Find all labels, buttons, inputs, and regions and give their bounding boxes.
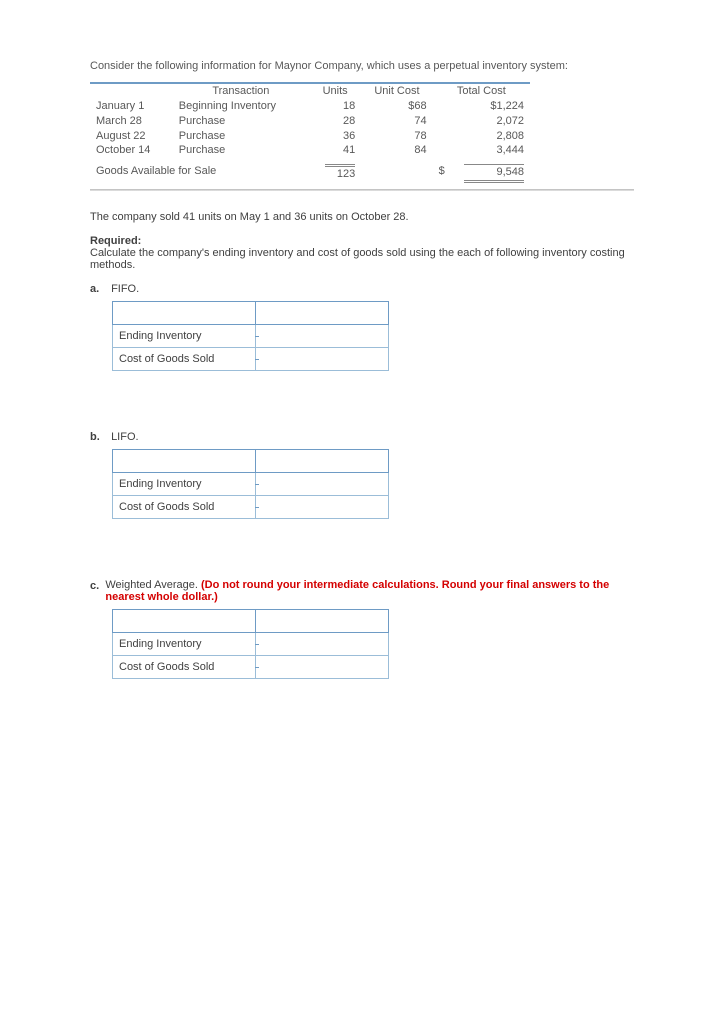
totals-units: 123 (325, 164, 355, 182)
part-c-letter: c. (90, 580, 105, 592)
row-unit-cost: 78 (361, 129, 432, 144)
row-date: March 28 (90, 114, 173, 129)
lifo-cogs-input[interactable] (256, 496, 389, 519)
row-date: October 14 (90, 143, 173, 158)
row-units: 18 (309, 99, 361, 114)
col-transaction: Transaction (173, 83, 309, 99)
wavg-answer-table: Ending Inventory Cost of Goods Sold (112, 609, 389, 679)
fifo-ending-inventory-label: Ending Inventory (113, 325, 256, 348)
row-date: August 22 (90, 129, 173, 144)
row-txn: Purchase (173, 143, 309, 158)
row-txn: Beginning Inventory (173, 99, 309, 114)
divider (90, 189, 634, 191)
lifo-ending-inventory-label: Ending Inventory (113, 473, 256, 496)
fifo-cogs-label: Cost of Goods Sold (113, 348, 256, 371)
part-a-title: FIFO. (111, 283, 139, 295)
part-a-letter: a. (90, 283, 108, 295)
col-unit-cost: Unit Cost (361, 83, 432, 99)
row-units: 28 (309, 114, 361, 129)
wavg-cogs-input[interactable] (256, 656, 389, 679)
row-total: 3,444 (433, 143, 530, 158)
wavg-ending-inventory-input[interactable] (256, 633, 389, 656)
part-c-title: Weighted Average. (105, 579, 201, 591)
dollar-sign: $ (439, 164, 445, 179)
wavg-ending-inventory-label: Ending Inventory (113, 633, 256, 656)
row-txn: Purchase (173, 129, 309, 144)
lifo-ending-inventory-input[interactable] (256, 473, 389, 496)
fifo-ending-inventory-input[interactable] (256, 325, 389, 348)
row-date: January 1 (90, 99, 173, 114)
required-text: Calculate the company's ending inventory… (90, 247, 634, 271)
part-b-letter: b. (90, 431, 108, 443)
row-unit-cost: $68 (361, 99, 432, 114)
lifo-answer-table: Ending Inventory Cost of Goods Sold (112, 449, 389, 519)
totals-label: Goods Available for Sale (90, 164, 309, 183)
wavg-cogs-label: Cost of Goods Sold (113, 656, 256, 679)
inventory-table: Transaction Units Unit Cost Total Cost J… (90, 82, 530, 183)
fifo-answer-table: Ending Inventory Cost of Goods Sold (112, 301, 389, 371)
col-total-cost: Total Cost (433, 83, 530, 99)
required-heading: Required: (90, 235, 634, 247)
row-total: 2,072 (433, 114, 530, 129)
row-units: 41 (309, 143, 361, 158)
fifo-cogs-input[interactable] (256, 348, 389, 371)
row-total: 2,808 (433, 129, 530, 144)
row-unit-cost: 84 (361, 143, 432, 158)
intro-text: Consider the following information for M… (90, 60, 634, 72)
row-txn: Purchase (173, 114, 309, 129)
col-units: Units (309, 83, 361, 99)
row-units: 36 (309, 129, 361, 144)
totals-total: 9,548 (464, 164, 524, 183)
row-unit-cost: 74 (361, 114, 432, 129)
sold-text: The company sold 41 units on May 1 and 3… (90, 211, 634, 223)
lifo-cogs-label: Cost of Goods Sold (113, 496, 256, 519)
row-total: $1,224 (433, 99, 530, 114)
part-b-title: LIFO. (111, 431, 139, 443)
